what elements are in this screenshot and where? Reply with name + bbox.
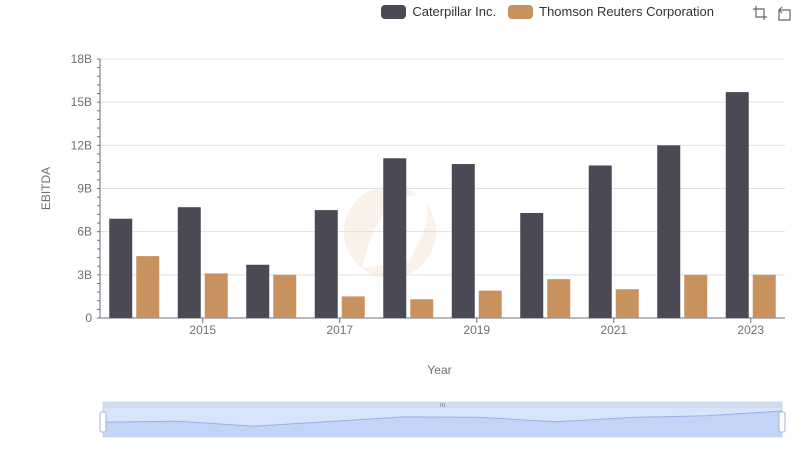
legend: Caterpillar Inc. Thomson Reuters Corpora… [381,4,714,19]
y-tick-label: 12B [71,138,92,152]
y-tick-label: 15B [71,95,92,109]
legend-label-thomson-reuters: Thomson Reuters Corporation [539,4,714,19]
bar-caterpillar-2019[interactable] [451,164,475,318]
bar-thomson-reuters-2020[interactable] [547,279,571,318]
bar-caterpillar-2022[interactable] [657,145,681,318]
bar-caterpillar-2016[interactable] [246,264,270,318]
legend-swatch-caterpillar [381,4,407,19]
bar-caterpillar-2021[interactable] [588,165,612,318]
bar-thomson-reuters-2021[interactable] [615,289,639,318]
bar-thomson-reuters-2023[interactable] [752,274,776,318]
bar-thomson-reuters-2022[interactable] [684,274,708,318]
y-tick-label: 18B [71,52,92,66]
bar-thomson-reuters-2018[interactable] [410,299,434,318]
y-tick-label: 3B [77,268,92,282]
legend-label-caterpillar: Caterpillar Inc. [412,4,497,19]
x-tick-label: 2019 [463,323,490,337]
datazoom-area [103,411,782,437]
y-tick-label: 9B [77,182,92,196]
bar-caterpillar-2020[interactable] [520,212,544,318]
bar-thomson-reuters-2019[interactable] [478,290,502,318]
bar-thomson-reuters-2017[interactable] [341,296,365,318]
datazoom-handle-left[interactable] [99,411,107,433]
bar-caterpillar-2015[interactable] [177,207,201,318]
x-tick-label: 2021 [600,323,627,337]
datazoom-line [102,410,783,427]
bar-thomson-reuters-2014[interactable] [136,256,160,318]
zoom-select-icon[interactable] [752,5,768,21]
y-tick-label: 6B [77,225,92,239]
legend-item-thomson-reuters[interactable]: Thomson Reuters Corporation [508,4,714,19]
bar-caterpillar-2018[interactable] [383,158,407,318]
bar-thomson-reuters-2016[interactable] [273,274,297,318]
y-tick-label: 0 [85,311,92,325]
bar-caterpillar-2023[interactable] [725,92,749,318]
x-axis-title: Year [427,363,451,377]
legend-swatch-thomson-reuters [508,4,534,19]
x-tick-label: 2023 [737,323,764,337]
x-tick-label: 2017 [326,323,353,337]
y-axis-title: EBITDA [39,167,53,210]
x-tick-label: 2015 [189,323,216,337]
datazoom-handle-right[interactable] [778,411,786,433]
legend-item-caterpillar[interactable]: Caterpillar Inc. [381,4,496,19]
bar-thomson-reuters-2015[interactable] [204,273,228,318]
bar-caterpillar-2014[interactable] [109,218,133,318]
bar-caterpillar-2017[interactable] [314,210,338,318]
zoom-reset-icon[interactable] [776,5,792,21]
toolbox [752,5,792,21]
